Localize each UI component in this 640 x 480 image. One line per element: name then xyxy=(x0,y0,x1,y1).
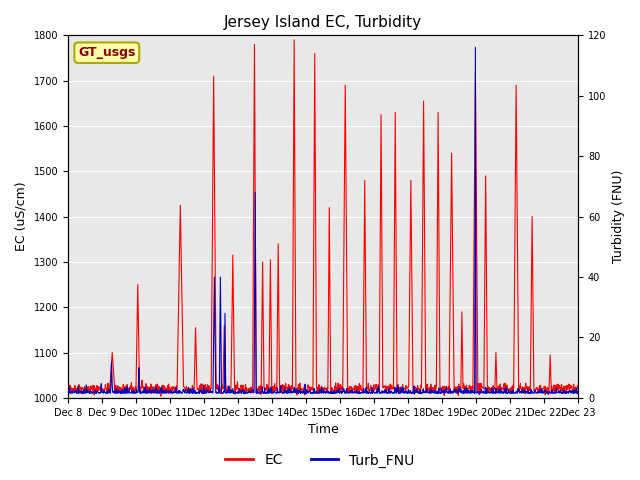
X-axis label: Time: Time xyxy=(308,423,339,436)
Legend: EC, Turb_FNU: EC, Turb_FNU xyxy=(220,448,420,473)
Y-axis label: EC (uS/cm): EC (uS/cm) xyxy=(15,182,28,252)
Text: GT_usgs: GT_usgs xyxy=(78,46,136,59)
Y-axis label: Turbidity (FNU): Turbidity (FNU) xyxy=(612,170,625,264)
Title: Jersey Island EC, Turbidity: Jersey Island EC, Turbidity xyxy=(224,15,422,30)
